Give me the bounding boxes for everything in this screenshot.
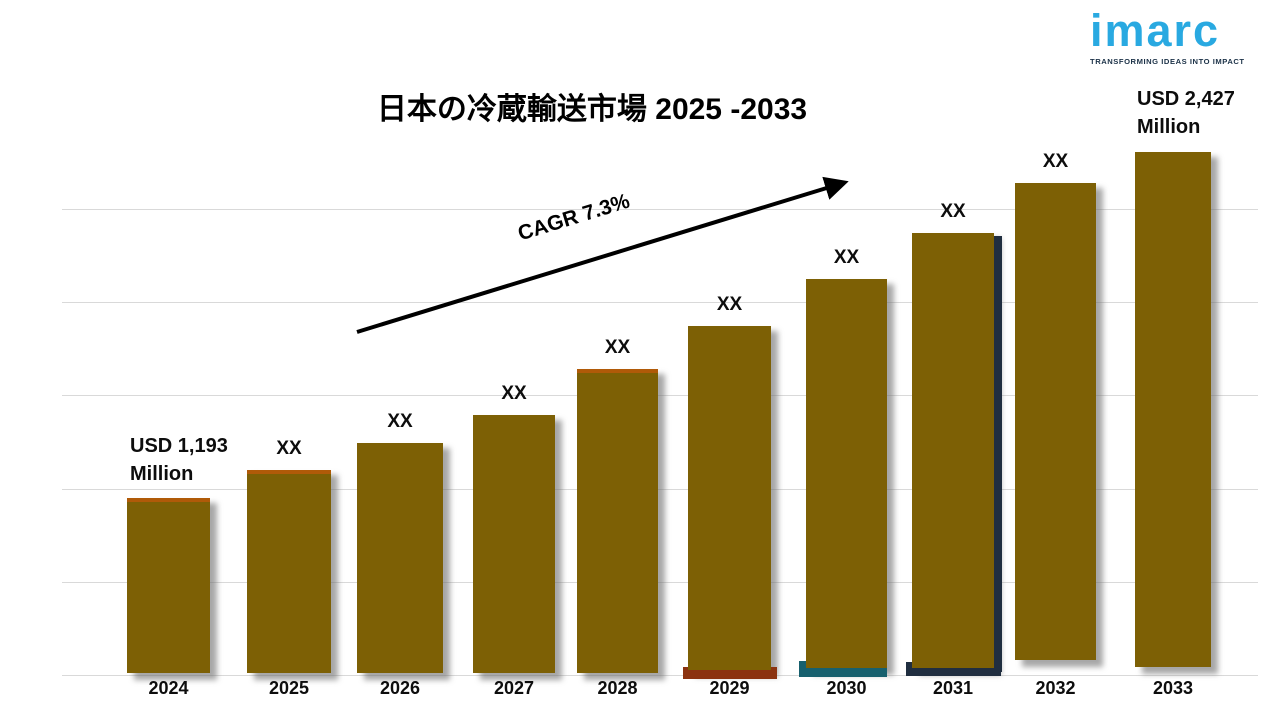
red-sliver-2029 [683, 667, 777, 679]
value-label-2033: USD 2,427 Million [1137, 88, 1235, 138]
xx-label-2031: XX [940, 201, 966, 222]
bar-2026 [357, 443, 443, 673]
year-label-2026: 2026 [379, 678, 421, 698]
year-label-2024: 2024 [148, 678, 189, 698]
navy-sliver-2031-right [992, 236, 1002, 672]
bar-2032 [1015, 183, 1096, 660]
xx-label-2030: XX [833, 247, 860, 268]
imarc-logo-wordmark: imarc [1090, 5, 1221, 56]
year-label-2032: 2032 [1035, 678, 1076, 698]
imarc-logo-tagline: TRANSFORMING IDEAS INTO IMPACT [1090, 57, 1245, 66]
year-label-2033: 2033 [1152, 678, 1194, 698]
xx-label-2029: XX [716, 294, 743, 315]
year-label-2031: 2031 [932, 678, 974, 698]
bar-2031 [912, 233, 994, 668]
year-label-2030: 2030 [826, 678, 867, 698]
bar-2025 [247, 470, 331, 673]
bar-2024 [127, 498, 210, 673]
year-label-2028: 2028 [597, 678, 638, 698]
bar-2027 [473, 415, 555, 673]
chart-title: 日本の冷蔵輸送市場 2025 -2033 [376, 93, 808, 126]
cagr-annotation: CAGR 7.3% [515, 189, 633, 246]
bar-2028 [577, 369, 658, 673]
xx-label-2027: XX [501, 383, 527, 404]
bar-2033 [1135, 152, 1211, 667]
bar-2029 [688, 326, 771, 670]
xx-label-2032: XX [1042, 151, 1069, 172]
year-label-2029: 2029 [709, 678, 750, 698]
xx-label-2028: XX [604, 337, 631, 358]
bar-2030 [806, 279, 887, 668]
value-label-2024: USD 1,193 Million [130, 435, 228, 485]
xx-label-2025: XX [276, 438, 302, 459]
year-label-2027: 2027 [493, 678, 535, 698]
imarc-logo: imarc TRANSFORMING IDEAS INTO IMPACT [1090, 5, 1256, 67]
xx-label-2026: XX [387, 411, 413, 432]
year-label-2025: 2025 [268, 678, 310, 698]
